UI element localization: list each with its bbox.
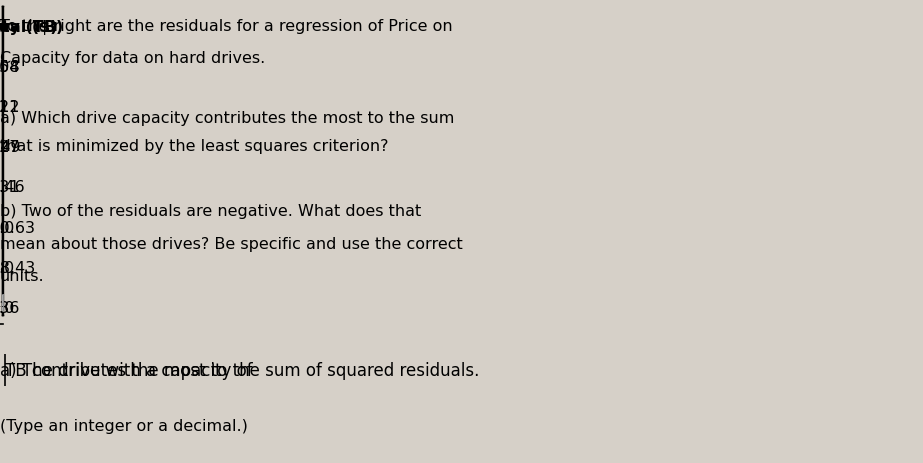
Text: 0.27: 0.27 bbox=[0, 140, 20, 155]
Text: 0.31: 0.31 bbox=[0, 180, 20, 195]
Text: 5.36: 5.36 bbox=[0, 300, 20, 315]
Text: Capacity (TB): Capacity (TB) bbox=[0, 20, 63, 35]
Text: mean about those drives? Be specific and use the correct: mean about those drives? Be specific and… bbox=[0, 236, 462, 251]
Text: a) Which drive capacity contributes the most to the sum: a) Which drive capacity contributes the … bbox=[0, 111, 454, 126]
Text: 0.08: 0.08 bbox=[0, 60, 20, 75]
Text: b) Two of the residuals are negative. What does that: b) Two of the residuals are negative. Wh… bbox=[0, 204, 421, 219]
Text: 22.46: 22.46 bbox=[0, 180, 26, 195]
Text: 0.12: 0.12 bbox=[0, 100, 20, 115]
Text: 2.0: 2.0 bbox=[0, 220, 15, 235]
Text: 3.21: 3.21 bbox=[0, 100, 20, 115]
Text: Capacity for data on hard drives.: Capacity for data on hard drives. bbox=[0, 51, 265, 66]
Text: 3.0: 3.0 bbox=[0, 260, 15, 275]
Text: Residual ($): Residual ($) bbox=[0, 20, 57, 35]
Text: − 20.63: − 20.63 bbox=[0, 220, 35, 235]
Text: 5.0: 5.0 bbox=[0, 300, 15, 315]
Text: (Type an integer or a decimal.): (Type an integer or a decimal.) bbox=[0, 419, 248, 433]
Text: TB contributes the most to the sum of squared residuals.: TB contributes the most to the sum of sq… bbox=[6, 362, 480, 379]
Text: a) The drive with a capacity of: a) The drive with a capacity of bbox=[0, 362, 253, 379]
Text: To the right are the residuals for a regression of Price on: To the right are the residuals for a reg… bbox=[0, 19, 452, 33]
Text: 3.54: 3.54 bbox=[0, 60, 20, 75]
Text: ...: ... bbox=[0, 298, 8, 308]
Text: units.: units. bbox=[0, 269, 44, 283]
Text: − 18.43: − 18.43 bbox=[0, 260, 35, 275]
Text: 4.49: 4.49 bbox=[0, 140, 20, 155]
Text: that is minimized by the least squares criterion?: that is minimized by the least squares c… bbox=[0, 139, 389, 154]
